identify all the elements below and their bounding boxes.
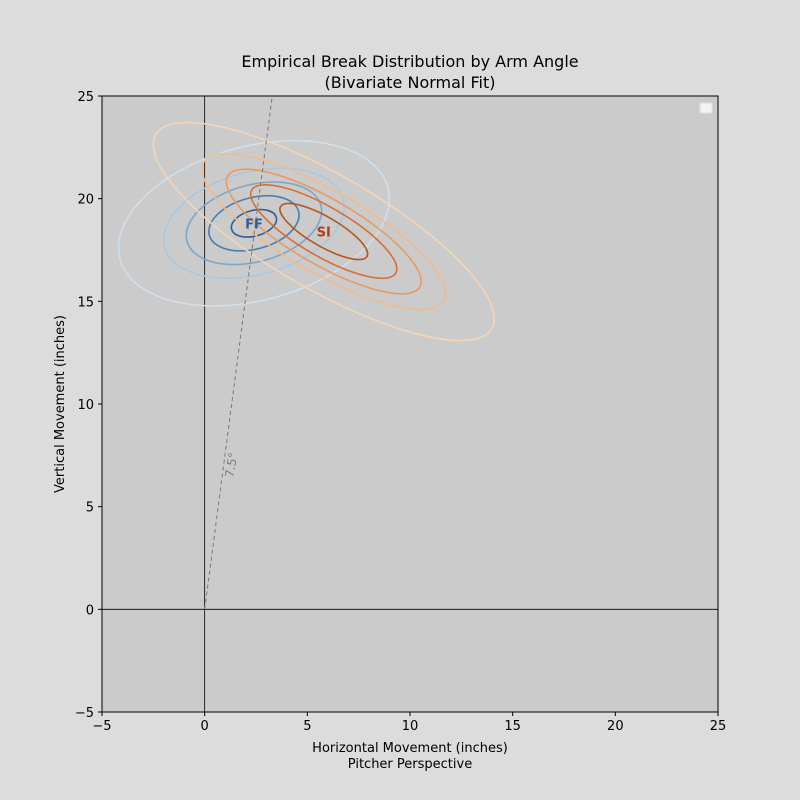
x-axis-ticks: −5 0 5 10 15 20 25 <box>92 712 726 734</box>
chart-subtitle: (Bivariate Normal Fit) <box>325 73 496 92</box>
y-tick-label: 0 <box>86 603 94 618</box>
arm-angle-label: 7.5° <box>222 451 240 478</box>
contour-si-0 <box>279 202 369 261</box>
x-tick-label: −5 <box>92 719 111 734</box>
plot-area <box>102 96 718 712</box>
pitch-label-ff: FF <box>245 217 263 232</box>
series-ff-contours <box>117 139 391 307</box>
y-axis-ticks: −5 0 5 10 15 20 25 <box>75 90 102 721</box>
contour-ff-3 <box>162 167 345 280</box>
y-tick-label: 10 <box>77 398 94 413</box>
x-axis-label: Horizontal Movement (inches) <box>312 741 508 756</box>
y-axis-label: Vertical Movement (inches) <box>53 315 68 493</box>
contour-si-2 <box>225 168 422 295</box>
contour-si-1 <box>249 183 398 280</box>
arm-angle-group: 7.5° <box>204 96 273 610</box>
contour-ff-4 <box>117 139 391 307</box>
x-axis-sublabel: Pitcher Perspective <box>348 757 472 772</box>
x-tick-label: 5 <box>303 719 311 734</box>
x-tick-label: 0 <box>201 719 209 734</box>
contour-ff-2 <box>185 181 323 266</box>
y-tick-label: −5 <box>75 706 94 721</box>
y-tick-label: 15 <box>77 295 94 310</box>
series-si-contours <box>152 121 496 342</box>
legend-box <box>699 102 713 114</box>
contour-ff-1 <box>208 194 300 252</box>
x-tick-label: 20 <box>607 719 624 734</box>
pitch-labels: FF SI <box>245 217 331 240</box>
contour-ff-0 <box>230 208 278 238</box>
contour-si-4 <box>152 121 496 342</box>
x-tick-label: 10 <box>402 719 419 734</box>
y-tick-label: 25 <box>77 90 94 105</box>
x-tick-label: 15 <box>504 719 521 734</box>
contour-si-3 <box>201 152 447 311</box>
y-tick-label: 5 <box>86 501 94 516</box>
pitch-label-si: SI <box>317 226 331 241</box>
y-tick-label: 20 <box>77 193 94 208</box>
contours <box>117 121 496 342</box>
chart-title: Empirical Break Distribution by Arm Angl… <box>241 52 578 71</box>
x-tick-label: 25 <box>710 719 727 734</box>
arm-angle-line <box>204 96 273 610</box>
